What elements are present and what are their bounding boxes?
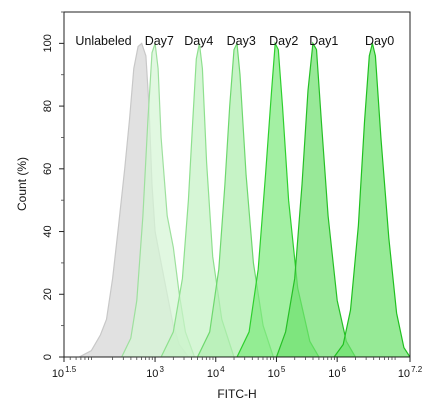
series-label-day0: Day0 [365,34,394,48]
y-tick-label: 100 [42,34,54,52]
series-label-day2: Day2 [269,34,298,48]
plot-frame [63,11,411,358]
x-axis: 101.5 103 104 105 106 107.2 [52,357,423,380]
x-tick-label: 105 [268,365,286,380]
x-tick-label: 104 [207,365,225,380]
x-tick-label: 106 [328,365,346,380]
series-label-day3: Day3 [227,34,256,48]
x-tick-label: 107.2 [398,365,423,380]
y-tick-label: 40 [42,225,54,237]
y-axis: 0 20 40 60 80 100 [42,11,64,360]
x-tick-label: 101.5 [52,365,77,380]
series-labels: Unlabeled Day7 Day4 Day3 Day2 Day1 Day0 [75,34,394,48]
y-tick-label: 20 [42,288,54,300]
y-tick-label: 80 [42,100,54,112]
series-day0-area [333,43,410,357]
series-layer [78,41,410,357]
series-label-day4: Day4 [184,34,213,48]
y-axis-title: Count (%) [15,157,29,211]
y-tick-label: 60 [42,163,54,175]
x-axis-title: FITC-H [217,387,256,401]
series-label-unlabeled: Unlabeled [75,34,131,48]
series-label-day1: Day1 [309,34,338,48]
plot-area [78,41,410,357]
y-tick-label: 0 [42,354,54,360]
series-label-day7: Day7 [145,34,174,48]
x-tick-label: 103 [146,365,164,380]
